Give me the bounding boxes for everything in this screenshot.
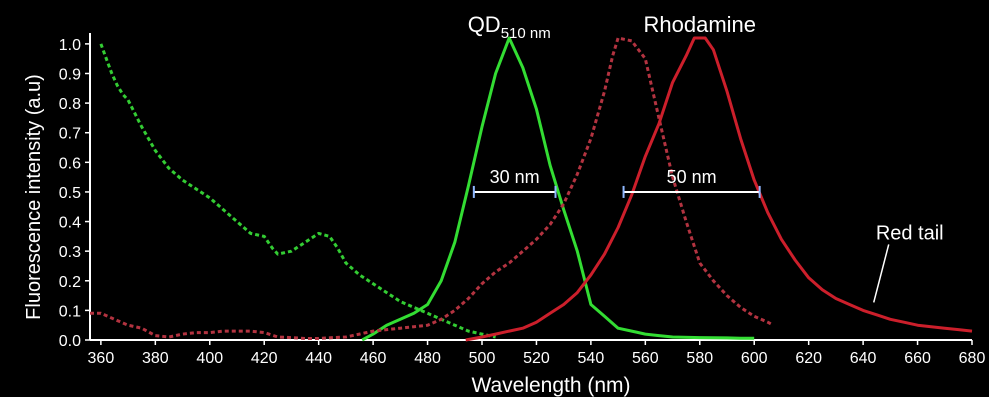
- y-tick-label: 0.0: [59, 333, 81, 350]
- x-tick-label: 520: [523, 350, 550, 367]
- x-tick-label: 600: [741, 350, 768, 367]
- series-line-4: [465, 36, 973, 342]
- x-tick-label: 640: [850, 350, 877, 367]
- y-tick-label: 0.4: [59, 215, 81, 232]
- y-tick-label: 0.5: [59, 185, 81, 202]
- y-tick-label: 0.2: [59, 274, 81, 291]
- x-tick-label: 560: [632, 350, 659, 367]
- x-tick-label: 460: [360, 350, 387, 367]
- x-tick-label: 540: [578, 350, 605, 367]
- x-tick-label: 500: [469, 350, 496, 367]
- x-tick-label: 580: [686, 350, 713, 367]
- x-tick-label: 380: [142, 350, 169, 367]
- annotations: QD510 nm Rhodamine 30 nm 50 nm Red tail: [468, 12, 944, 303]
- series-label-subscript: 510 nm: [501, 25, 551, 42]
- series-label-text: QD: [468, 12, 501, 37]
- series-line-1: [99, 43, 496, 339]
- y-tick-label: 0.8: [59, 96, 81, 113]
- series-label: Rhodamine: [644, 12, 757, 37]
- y-tick-label: 0.7: [59, 126, 81, 143]
- axes: 360 380 400 420 440 460 480 500 520 540 560 580 600 6…: [59, 33, 986, 367]
- callout-label: Red tail: [876, 222, 944, 244]
- y-tick-label: 0.1: [59, 303, 81, 320]
- fwhm-label: 50 nm: [667, 167, 717, 187]
- x-tick-label: 440: [305, 350, 332, 367]
- x-tick-label: 400: [196, 350, 223, 367]
- y-axis-title: Fluorescence intensity (a.u): [23, 74, 45, 320]
- data-series: [90, 36, 973, 342]
- fwhm-label: 30 nm: [490, 167, 540, 187]
- y-tick-label: 0.3: [59, 244, 81, 261]
- x-axis-title: Wavelength (nm): [471, 374, 630, 397]
- x-tick-label: 620: [795, 350, 822, 367]
- x-tick-label: 680: [959, 350, 986, 367]
- x-tick-label: 360: [88, 350, 115, 367]
- y-tick-label: 0.9: [59, 66, 81, 83]
- series-label-text: Rhodamine: [644, 12, 757, 37]
- series-line-2: [361, 36, 755, 342]
- callout-leader: [872, 244, 890, 303]
- series-line-3: [90, 36, 775, 340]
- x-tick-label: 660: [904, 350, 931, 367]
- series-label: QD510 nm: [468, 12, 551, 42]
- y-tick-label: 0.6: [59, 155, 81, 172]
- x-tick-label: 480: [414, 350, 441, 367]
- y-tick-label: 1.0: [59, 37, 81, 54]
- x-tick-label: 420: [251, 350, 278, 367]
